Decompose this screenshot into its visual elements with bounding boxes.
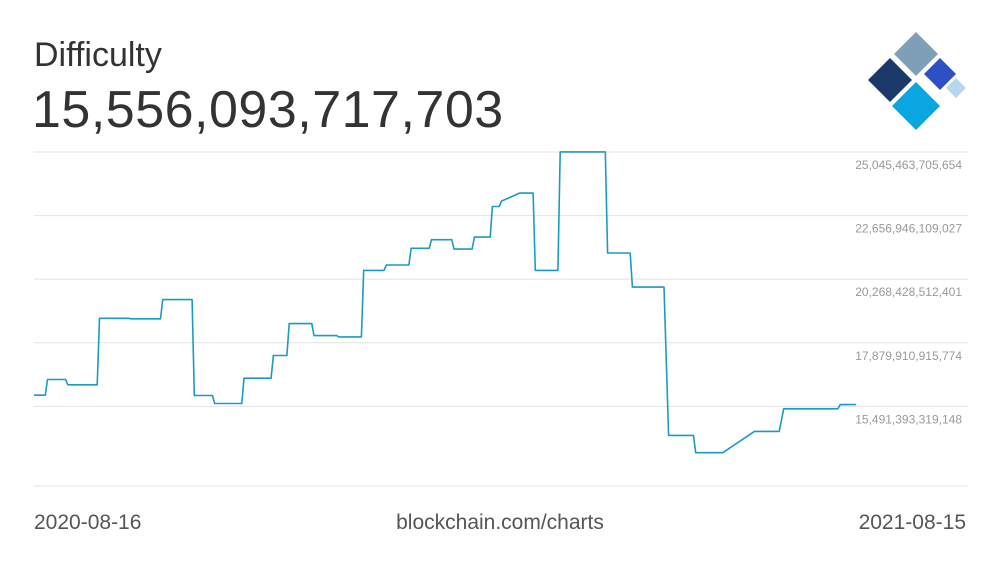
y-tick-label: 22,656,946,109,027 [855, 222, 962, 236]
logo-small-tile [946, 78, 966, 98]
source-label: blockchain.com/charts [396, 511, 604, 534]
logo-left-tile [868, 58, 912, 102]
x-axis-end-date: 2021-08-15 [858, 511, 966, 534]
logo-bottom-tile [892, 82, 940, 130]
y-tick-label: 20,268,428,512,401 [855, 285, 962, 299]
x-axis-start-date: 2020-08-16 [34, 511, 142, 534]
y-tick-label: 17,879,910,915,774 [855, 349, 962, 363]
current-difficulty-value: 15,556,093,717,703 [32, 81, 504, 139]
chart-title: Difficulty [34, 36, 162, 74]
difficulty-series-line [34, 151, 856, 454]
y-tick-label: 25,045,463,705,654 [855, 158, 962, 172]
y-tick-label: 15,491,393,319,148 [855, 412, 962, 426]
logo-top-tile [894, 32, 938, 76]
logo-right-tile [924, 58, 956, 90]
blockchain-diamond-logo [868, 32, 966, 130]
